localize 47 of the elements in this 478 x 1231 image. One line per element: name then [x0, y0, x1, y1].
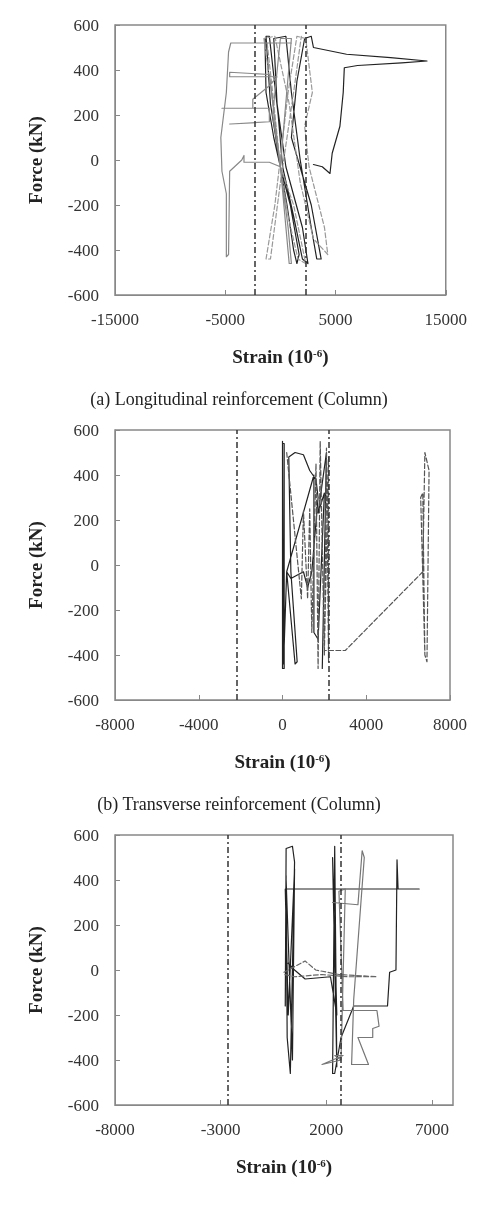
- line-series: [263, 35, 329, 265]
- x-tick-label: 5000: [318, 310, 353, 329]
- y-tick-label: 400: [73, 870, 99, 890]
- x-tick-label: 2000: [309, 1120, 344, 1139]
- y-tick-label: -200: [67, 195, 99, 215]
- y-tick-label: 400: [73, 465, 99, 485]
- x-tick-label: -4000: [178, 715, 219, 734]
- line-series: [281, 440, 328, 670]
- y-tick-label: -600: [67, 1095, 99, 1115]
- x-tick-label: -15000: [90, 310, 140, 329]
- text: (b) Transverse reinforcement (Column): [97, 794, 381, 815]
- y-tick-label: 200: [73, 105, 99, 125]
- line-series: [264, 35, 428, 265]
- y-tick-label: 600: [73, 420, 99, 440]
- line-series: [284, 845, 420, 1075]
- y-axis-title: Force (kN): [25, 116, 47, 204]
- y-tick-label: 600: [73, 825, 99, 845]
- y-tick-label: -400: [67, 1050, 99, 1070]
- y-tick-label: 200: [73, 510, 99, 530]
- y-tick-label: 0: [90, 960, 99, 980]
- x-tick-label: 8000: [433, 715, 467, 734]
- x-tick-label: -3000: [200, 1120, 241, 1139]
- x-tick-label: 7000: [414, 1120, 449, 1139]
- y-tick-label: 0: [90, 555, 99, 575]
- x-tick-label: -8000: [95, 1120, 135, 1139]
- line-series: [220, 37, 292, 265]
- y-axis-title: Force (kN): [25, 926, 47, 1014]
- text: (a) Longitudinal reinforcement (Column): [90, 389, 388, 410]
- x-tick-label: -5000: [205, 310, 246, 329]
- y-tick-label: 0: [90, 150, 99, 170]
- y-tick-label: 200: [73, 915, 99, 935]
- y-tick-label: -200: [67, 1005, 99, 1025]
- line-series: [286, 440, 430, 670]
- y-axis-title: Force (kN): [25, 521, 47, 609]
- y-tick-label: -600: [67, 690, 99, 710]
- y-tick-label: 400: [73, 60, 99, 80]
- y-tick-label: -400: [67, 240, 99, 260]
- y-tick-label: -200: [67, 600, 99, 620]
- x-tick-label: -8000: [95, 715, 135, 734]
- line-series: [283, 960, 378, 978]
- y-tick-label: -400: [67, 645, 99, 665]
- x-tick-label: 4000: [349, 715, 384, 734]
- x-tick-label: 15000: [424, 310, 467, 329]
- line-series: [321, 850, 380, 1066]
- y-tick-label: -600: [67, 285, 99, 305]
- y-tick-label: 600: [73, 15, 99, 35]
- x-tick-label: 0: [278, 715, 287, 734]
